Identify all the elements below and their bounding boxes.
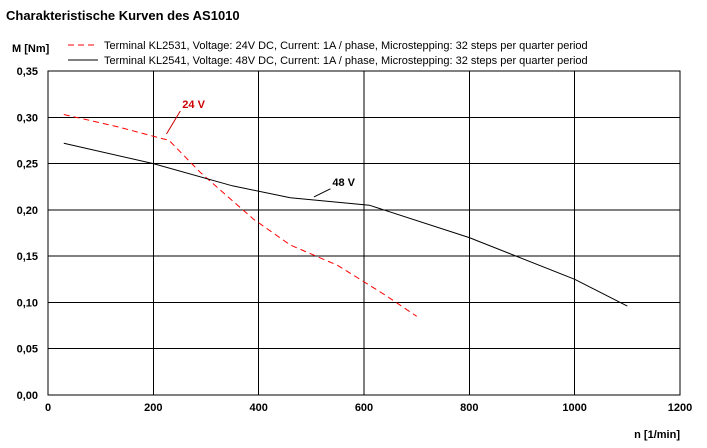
annotations: 24 V 48 V: [166, 99, 356, 198]
legend-label-2: Terminal KL2541, Voltage: 48V DC, Curren…: [104, 55, 588, 67]
series-group: [63, 114, 628, 317]
annotation-label-2: 48 V: [332, 177, 355, 189]
annotation-pointer-1: [166, 110, 181, 135]
x-tick-label: 1000: [562, 402, 586, 414]
annotation-label-1: 24 V: [182, 99, 205, 111]
x-tick-label: 800: [460, 402, 478, 414]
legend: Terminal KL2531, Voltage: 24V DC, Curren…: [68, 40, 588, 67]
annotation-pointer-2: [313, 188, 331, 198]
y-tick-label: 0,30: [17, 112, 38, 124]
series-line-2: [63, 142, 628, 307]
y-tick-label: 0,00: [17, 390, 38, 402]
plot-area-border: [47, 70, 681, 396]
y-tick-label: 0,35: [17, 66, 38, 78]
x-tick-label: 600: [355, 402, 373, 414]
chart-title: Charakteristische Kurven des AS1010: [6, 8, 240, 23]
x-tick-label: 400: [249, 402, 267, 414]
x-tick-label: 200: [144, 402, 162, 414]
y-tick-label: 0,20: [17, 205, 38, 217]
y-tick-label: 0,05: [17, 344, 38, 356]
tick-labels: 0 200 400 600 800 1000 1200 0,00 0,05 0,10 0,15 0,2…: [17, 66, 693, 414]
x-axis-label: n [1/min]: [634, 429, 680, 441]
x-tick-label: 0: [45, 402, 51, 414]
y-tick-label: 0,15: [17, 251, 38, 263]
y-tick-label: 0,25: [17, 159, 38, 171]
axes: [47, 70, 681, 396]
y-axis-label: M [Nm]: [12, 43, 50, 55]
y-tick-label: 0,10: [17, 297, 38, 309]
x-tick-label: 1200: [668, 402, 692, 414]
grid: [47, 70, 681, 396]
legend-label-1: Terminal KL2531, Voltage: 24V DC, Curren…: [104, 40, 588, 52]
series-line-1: [63, 114, 417, 317]
